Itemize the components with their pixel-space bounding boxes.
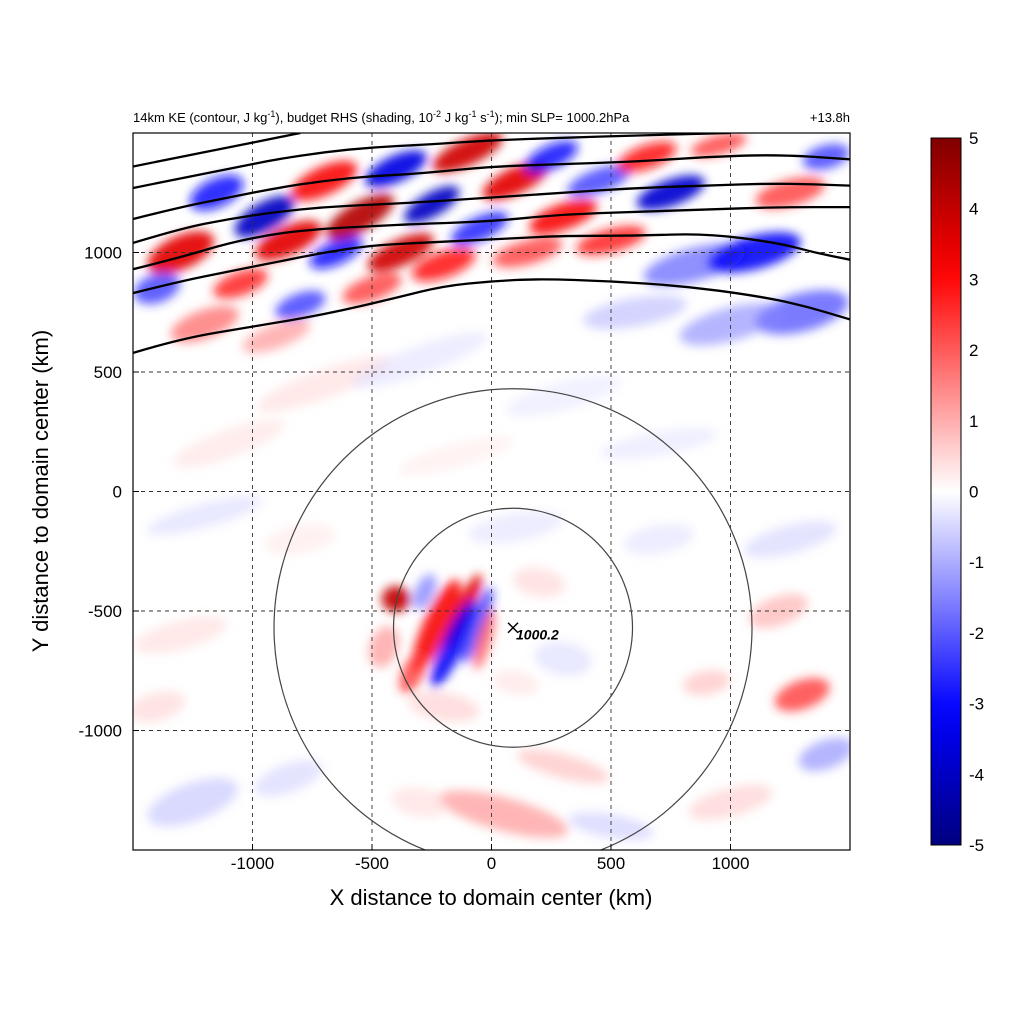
colorbar-ticks: 5 4 3 2 1 0 -1 -2 -3 -4 -5 bbox=[969, 129, 984, 855]
shading-cell bbox=[408, 691, 480, 723]
colorbar-tick-label: -4 bbox=[969, 765, 984, 784]
shading-cell bbox=[529, 199, 598, 235]
ke-contour-line bbox=[133, 182, 850, 245]
ke-contour-line bbox=[133, 133, 301, 168]
shading-cell bbox=[473, 609, 495, 670]
shading-cell bbox=[391, 787, 449, 818]
shading-cell bbox=[172, 419, 285, 469]
shading-cell bbox=[147, 231, 215, 274]
shading-cell bbox=[617, 141, 677, 173]
shading-cell bbox=[213, 268, 268, 299]
shading-cell bbox=[365, 150, 427, 188]
shading-cell bbox=[254, 760, 323, 797]
x-tick-label: -500 bbox=[355, 854, 389, 873]
shading-cell bbox=[688, 784, 773, 820]
shading-cell bbox=[368, 626, 400, 668]
range-rings bbox=[273, 388, 753, 850]
shading-cell bbox=[748, 593, 808, 629]
shading-cell bbox=[505, 375, 622, 417]
shading-cell bbox=[682, 670, 731, 696]
y-tick-label: -1000 bbox=[79, 722, 122, 741]
y-tick-label: 1000 bbox=[84, 244, 122, 263]
shading-cell bbox=[275, 290, 326, 320]
x-tick-label: 500 bbox=[597, 854, 625, 873]
ke-contours bbox=[133, 133, 850, 355]
shading-cell bbox=[690, 133, 747, 157]
shading-cell bbox=[567, 164, 631, 197]
range-ring bbox=[392, 507, 634, 748]
shading-cell bbox=[411, 247, 476, 282]
shading-cell bbox=[134, 616, 228, 654]
colorbar-tick-label: -1 bbox=[969, 553, 984, 572]
chart-title: 14km KE (contour, J kg-1), budget RHS (s… bbox=[133, 109, 630, 125]
shading-cell bbox=[516, 749, 610, 784]
colorbar-tick-label: 3 bbox=[969, 270, 978, 289]
forecast-time: +13.8h bbox=[810, 110, 850, 125]
colorbar-tick-label: -5 bbox=[969, 836, 984, 855]
storm-center-marker bbox=[507, 622, 519, 634]
ke-contour-line bbox=[133, 154, 850, 221]
x-tick-label: 0 bbox=[487, 854, 496, 873]
y-axis-label: Y distance to domain center (km) bbox=[28, 330, 53, 652]
shading-cell bbox=[242, 319, 311, 353]
ke-contour-line bbox=[133, 278, 850, 355]
colorbar-tick-label: -3 bbox=[969, 695, 984, 714]
shading-cell bbox=[568, 812, 654, 841]
shading-cell bbox=[513, 567, 566, 598]
shading-cell bbox=[264, 523, 336, 555]
y-axis-ticks: -1000 -500 0 500 1000 bbox=[79, 244, 139, 741]
shading-cell bbox=[399, 653, 426, 694]
colorbar-tick-label: 0 bbox=[969, 483, 978, 502]
x-tick-label: -1000 bbox=[231, 854, 274, 873]
ke-contour-line bbox=[133, 133, 731, 190]
x-axis-ticks: -1000 -500 0 500 1000 bbox=[231, 844, 750, 873]
x-axis-label: X distance to domain center (km) bbox=[330, 885, 653, 910]
colorbar bbox=[930, 137, 962, 846]
shading-cell bbox=[256, 355, 392, 412]
shading-cell bbox=[798, 737, 850, 772]
shading-cell bbox=[352, 332, 488, 389]
shading-cell bbox=[774, 677, 830, 712]
range-ring bbox=[273, 388, 753, 850]
shading-cell bbox=[397, 436, 514, 475]
shading-cell bbox=[491, 670, 540, 696]
storm-center: 1000.2 bbox=[507, 622, 559, 643]
shading-cell bbox=[534, 641, 592, 677]
shading-cell bbox=[170, 305, 239, 343]
colorbar-tick-label: 4 bbox=[969, 200, 978, 219]
shading-cell bbox=[234, 195, 295, 238]
shading-cell bbox=[404, 186, 460, 224]
shading-cell bbox=[412, 579, 461, 672]
shading-cell bbox=[381, 585, 411, 613]
y-tick-label: -500 bbox=[88, 602, 122, 621]
shading-cell bbox=[583, 295, 687, 330]
shading-cell bbox=[412, 574, 437, 610]
shading-cell bbox=[147, 777, 239, 827]
shading-cell bbox=[461, 587, 494, 664]
shading-cell bbox=[438, 790, 569, 838]
y-tick-label: 0 bbox=[113, 483, 122, 502]
shading-cell bbox=[708, 232, 801, 273]
shading-cell bbox=[599, 428, 718, 460]
colorbar-tick-label: 1 bbox=[969, 412, 978, 431]
shading-cell bbox=[146, 496, 263, 535]
shading-cell bbox=[743, 520, 837, 558]
ke-contour-line bbox=[133, 233, 850, 295]
shading-cell bbox=[623, 523, 695, 555]
shading-cell bbox=[430, 600, 476, 689]
shading-cell bbox=[636, 175, 705, 211]
min-slp-label: 1000.2 bbox=[516, 627, 559, 643]
x-tick-label: 1000 bbox=[712, 854, 750, 873]
shading-field bbox=[133, 133, 850, 841]
colorbar-tick-label: 2 bbox=[969, 341, 978, 360]
shading-cell bbox=[679, 303, 782, 346]
colorbar-tick-label: 5 bbox=[969, 129, 978, 148]
y-tick-label: 500 bbox=[94, 363, 122, 382]
shading-cell bbox=[432, 133, 503, 173]
shading-cell bbox=[133, 690, 185, 723]
colorbar-tick-label: -2 bbox=[969, 624, 984, 643]
ke-contour-line bbox=[133, 205, 850, 271]
